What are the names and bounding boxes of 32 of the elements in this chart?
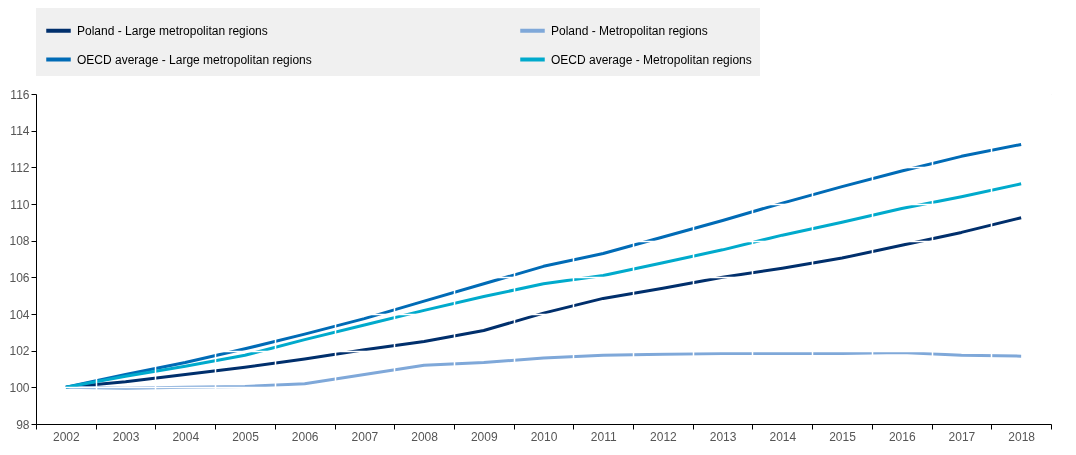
y-tick-label: 98 [16, 417, 30, 432]
x-tick-label: 2007 [351, 429, 379, 444]
legend-label: OECD average - Metropolitan regions [551, 52, 752, 67]
x-tick-label: 2008 [411, 429, 439, 444]
x-tick-label: 2010 [530, 429, 558, 444]
x-tick-label: 2003 [112, 429, 140, 444]
y-tick-label: 116 [10, 87, 30, 102]
y-tick-label: 100 [9, 380, 30, 395]
legend-label: Poland - Metropolitan regions [551, 23, 708, 38]
legend-label: Poland - Large metropolitan regions [77, 23, 268, 38]
legend-label: OECD average - Large metropolitan regions [77, 52, 312, 67]
x-tick-label: 2014 [769, 429, 797, 444]
x-tick-label: 2016 [888, 429, 916, 444]
x-tick-label: 2002 [53, 429, 81, 444]
x-tick-label: 2009 [470, 429, 498, 444]
x-tick-label: 2018 [1008, 429, 1036, 444]
y-tick-label: 102 [9, 344, 30, 359]
x-tick-label: 2004 [172, 429, 200, 444]
line-series [64, 182, 1023, 389]
y-tick-label: 110 [10, 197, 30, 212]
x-tick-label: 2017 [948, 429, 976, 444]
y-tick-label: 104 [9, 307, 30, 322]
x-tick-label: 2013 [709, 429, 737, 444]
x-tick-label: 2005 [232, 429, 260, 444]
x-tick-label: 2011 [590, 429, 617, 444]
x-tick-label: 2006 [291, 429, 319, 444]
y-tick-label: 114 [10, 124, 30, 139]
y-tick-label: 112 [10, 160, 30, 175]
y-tick-label: 106 [9, 270, 30, 285]
y-tick-label: 108 [9, 234, 30, 249]
x-tick-label: 2012 [650, 429, 678, 444]
x-tick-label: 2015 [829, 429, 857, 444]
